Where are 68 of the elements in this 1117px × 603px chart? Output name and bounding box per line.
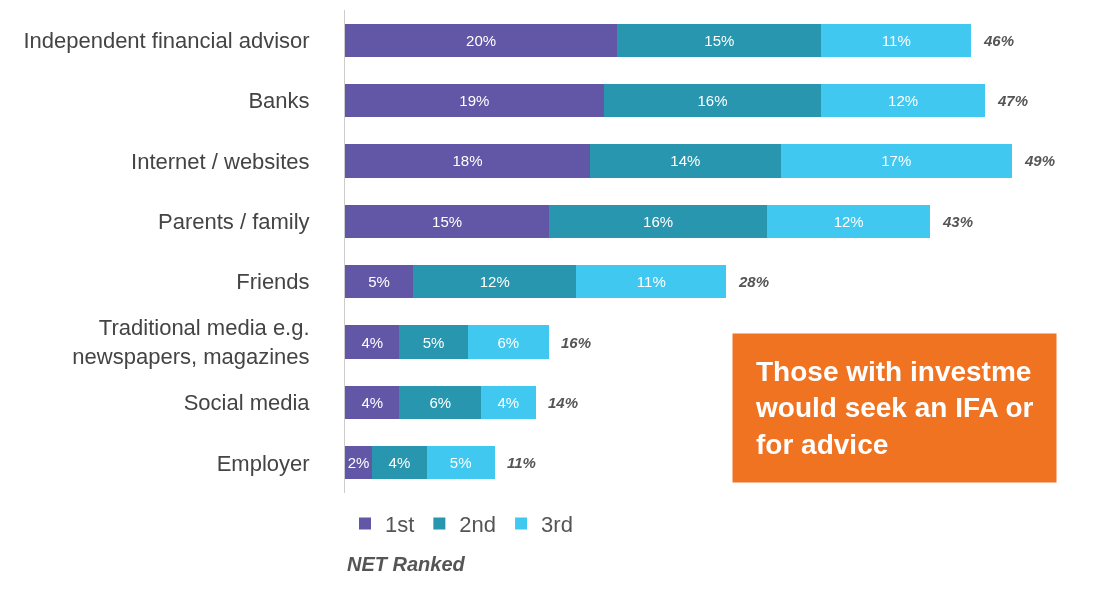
bar <box>345 204 550 238</box>
bar <box>345 23 618 57</box>
bar <box>481 385 536 420</box>
y-tick-label: Social media <box>183 390 311 416</box>
legend-label: 2nd <box>459 512 497 538</box>
data-label: 12% <box>833 212 864 230</box>
bar <box>766 204 931 238</box>
data-label: 12% <box>888 92 919 110</box>
y-tick-label: Parents / family <box>157 209 310 235</box>
bar <box>413 265 577 299</box>
data-label: 11% <box>636 273 666 291</box>
data-label: 4% <box>388 454 411 472</box>
bar <box>590 144 781 178</box>
data-label: 15% <box>432 212 463 230</box>
bar <box>617 23 822 57</box>
data-label: 19% <box>459 92 490 110</box>
bar <box>399 325 468 359</box>
data-label: 11% <box>881 31 911 49</box>
total-label: 49% <box>1024 152 1056 169</box>
total-label: 14% <box>548 394 579 411</box>
data-label: 5% <box>422 333 445 351</box>
data-label: 14% <box>670 152 701 170</box>
bar <box>549 204 767 238</box>
data-label: 4% <box>361 393 384 411</box>
data-label: 5% <box>449 454 472 472</box>
bar <box>576 265 727 299</box>
total-label: 28% <box>738 273 770 290</box>
bar <box>345 325 400 359</box>
data-label: 4% <box>497 393 520 411</box>
text: NET Ranked <box>347 553 466 575</box>
data-label: 6% <box>429 393 452 411</box>
data-label: 18% <box>452 152 483 170</box>
bar <box>467 325 550 359</box>
total-label: 16% <box>561 334 592 351</box>
total-label: 11% <box>507 454 536 471</box>
y-tick-label: Traditional media e.g. newspapers, magazines <box>72 315 310 370</box>
data-label: 20% <box>466 31 497 49</box>
bar <box>399 385 482 420</box>
data-label: 16% <box>697 92 728 110</box>
data-label: 2% <box>347 454 370 472</box>
bar <box>780 144 1012 178</box>
total-label: 46% <box>983 32 1015 49</box>
data-label: 17% <box>881 152 912 170</box>
bar <box>821 23 972 57</box>
bar <box>345 83 604 118</box>
data-label: 5% <box>368 273 390 291</box>
y-tick-label: Employer <box>216 450 310 476</box>
y-tick-label: Internet / websites <box>131 148 310 174</box>
legend-label: 3rd <box>541 512 573 538</box>
bar <box>426 446 495 480</box>
bar <box>345 144 591 178</box>
y-tick-label: Friends <box>236 269 310 295</box>
total-label: 43% <box>942 213 974 230</box>
y-tick-label: Independent financial advisor <box>23 27 310 53</box>
legend-label: 1st <box>385 512 415 538</box>
bar <box>372 446 427 480</box>
bar <box>345 265 414 299</box>
data-label: 4% <box>361 333 384 351</box>
total-label: 47% <box>997 92 1029 109</box>
bar <box>603 83 822 118</box>
bar <box>345 385 400 420</box>
data-label: 6% <box>497 333 520 351</box>
data-label: 15% <box>704 31 735 49</box>
data-label: 12% <box>479 273 510 291</box>
annotation: Those with investme would seek an IFA or for advice <box>755 356 1034 460</box>
y-tick-label: Banks <box>248 88 310 114</box>
bar <box>821 83 985 118</box>
data-label: 16% <box>643 212 674 230</box>
